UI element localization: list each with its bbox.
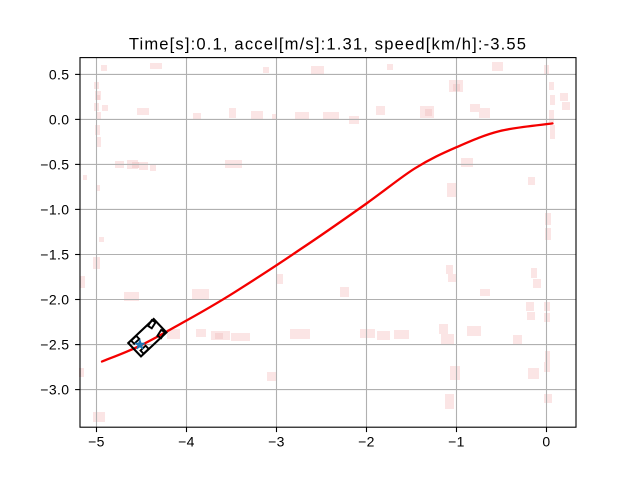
svg-text:Time[s]:0.1, accel[m/s]:1.31,: Time[s]:0.1, accel[m/s]:1.31, speed[km/h… <box>129 35 527 54</box>
svg-text:−1: −1 <box>448 434 465 450</box>
svg-text:−0.5: −0.5 <box>40 156 69 172</box>
svg-text:−1.0: −1.0 <box>40 201 69 217</box>
svg-text:0.5: 0.5 <box>49 66 70 82</box>
svg-text:0: 0 <box>542 434 550 450</box>
svg-text:0.0: 0.0 <box>49 111 70 127</box>
svg-text:−3: −3 <box>268 434 285 450</box>
svg-text:−1.5: −1.5 <box>40 247 69 263</box>
svg-text:−3.0: −3.0 <box>40 382 69 398</box>
svg-text:−2.5: −2.5 <box>40 337 69 353</box>
svg-text:−4: −4 <box>178 434 195 450</box>
svg-text:−2.0: −2.0 <box>40 292 69 308</box>
svg-text:−2: −2 <box>358 434 375 450</box>
svg-text:−5: −5 <box>88 434 105 450</box>
